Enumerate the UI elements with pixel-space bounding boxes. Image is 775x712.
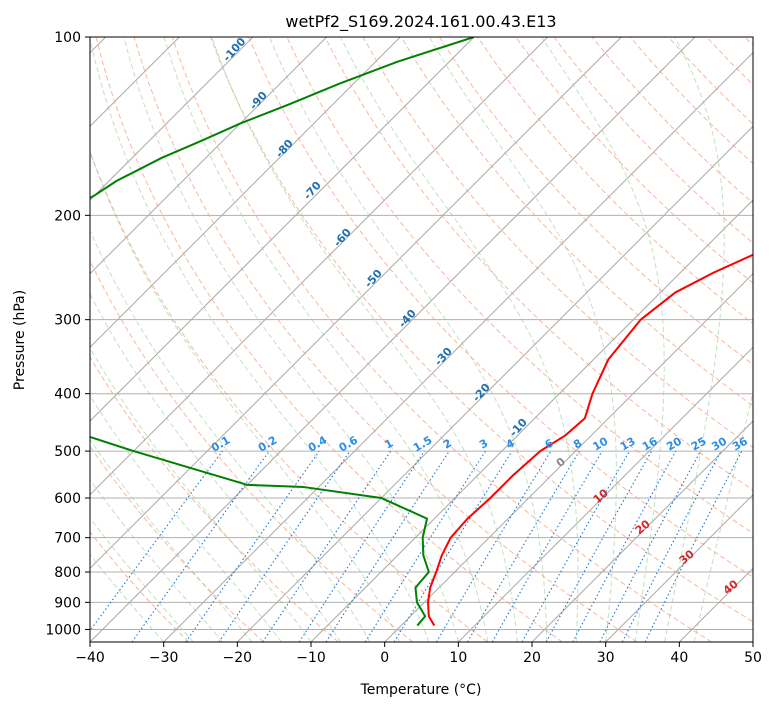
y-axis-label: Pressure (hPa) [12, 290, 28, 390]
x-axis-label: Temperature (°C) [360, 682, 482, 698]
y-tick-label: 500 [54, 444, 81, 460]
x-tick-label: 50 [744, 650, 762, 666]
y-tick-label: 900 [54, 595, 81, 611]
y-tick-label: 300 [54, 313, 81, 329]
y-tick-label: 800 [54, 565, 81, 581]
y-tick-label: 100 [54, 30, 81, 46]
x-tick-label: 20 [523, 650, 541, 666]
x-tick-label: −30 [149, 650, 179, 666]
y-tick-label: 400 [54, 387, 81, 403]
y-tick-label: 200 [54, 208, 81, 224]
x-tick-label: −20 [223, 650, 253, 666]
x-tick-label: 40 [670, 650, 688, 666]
chart-title: wetPf2_S169.2024.161.00.43.E13 [285, 12, 556, 32]
x-tick-label: 0 [380, 650, 389, 666]
y-tick-label: 1000 [45, 622, 81, 638]
y-tick-label: 600 [54, 491, 81, 507]
x-tick-label: −10 [296, 650, 326, 666]
x-tick-label: 10 [449, 650, 467, 666]
x-tick-label: 30 [597, 650, 615, 666]
x-tick-label: −40 [75, 650, 105, 666]
y-tick-label: 700 [54, 531, 81, 547]
